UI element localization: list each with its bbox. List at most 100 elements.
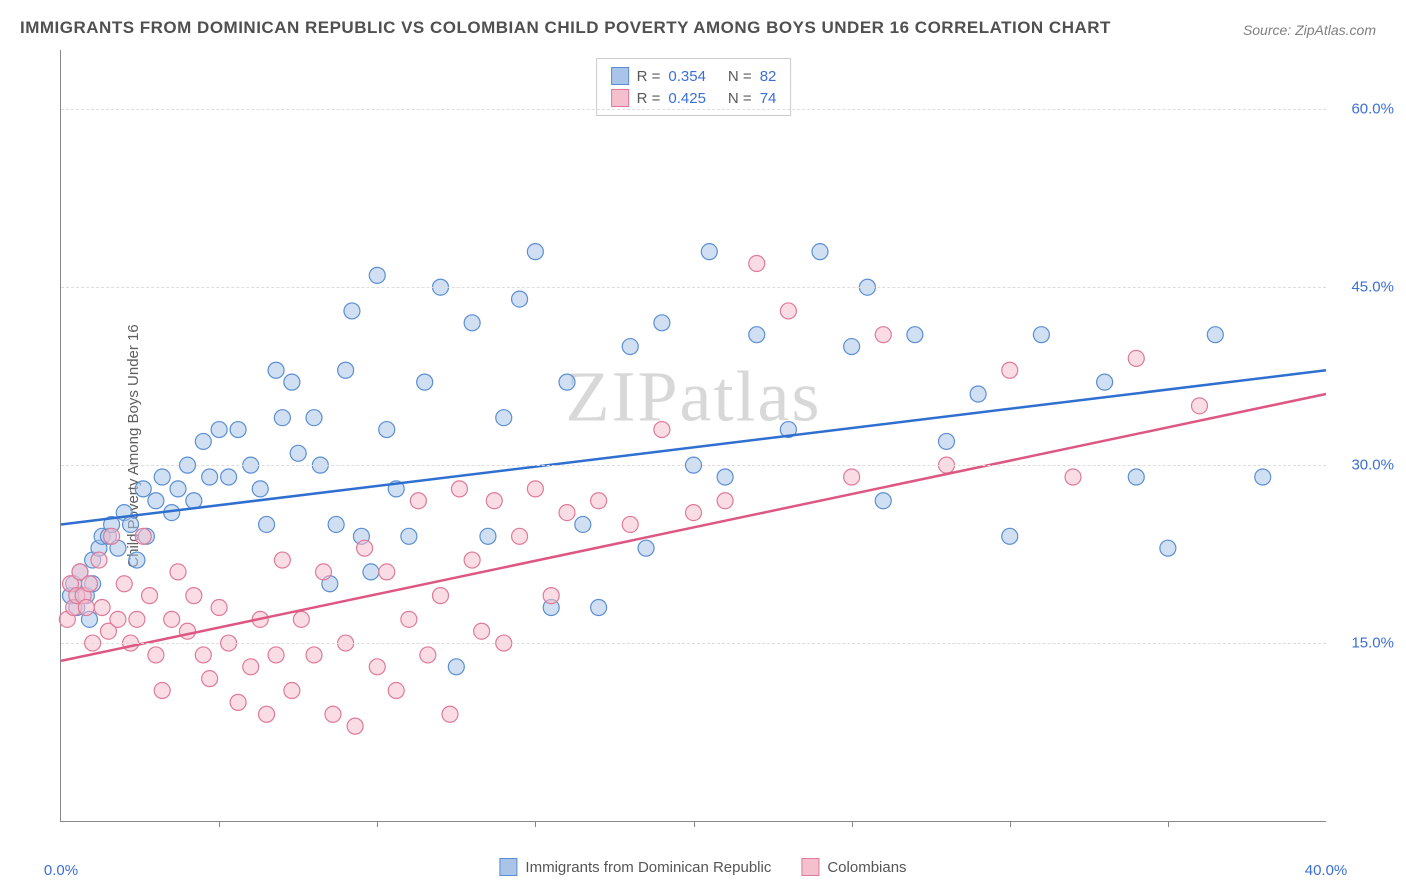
scatter-point <box>812 244 828 260</box>
scatter-point <box>970 386 986 402</box>
scatter-point <box>135 481 151 497</box>
scatter-point <box>306 647 322 663</box>
scatter-point <box>559 374 575 390</box>
scatter-point <box>211 422 227 438</box>
scatter-point <box>1128 350 1144 366</box>
r-value: 0.354 <box>668 68 706 85</box>
scatter-point <box>464 315 480 331</box>
scatter-point <box>81 576 97 592</box>
scatter-point <box>486 493 502 509</box>
scatter-point <box>388 683 404 699</box>
scatter-point <box>939 433 955 449</box>
scatter-point <box>638 540 654 556</box>
scatter-point <box>844 339 860 355</box>
y-tick-label: 15.0% <box>1351 635 1394 652</box>
scatter-point <box>379 422 395 438</box>
scatter-point <box>325 706 341 722</box>
scatter-point <box>154 469 170 485</box>
scatter-point <box>369 267 385 283</box>
r-label: R = <box>637 68 661 85</box>
scatter-point <box>1192 398 1208 414</box>
y-tick-label: 45.0% <box>1351 279 1394 296</box>
scatter-point <box>129 611 145 627</box>
scatter-point <box>496 410 512 426</box>
scatter-svg <box>61 50 1326 821</box>
scatter-point <box>344 303 360 319</box>
legend-stats-row: R = 0.354 N = 82 <box>611 65 777 87</box>
scatter-point <box>211 599 227 615</box>
scatter-point <box>170 481 186 497</box>
scatter-point <box>379 564 395 580</box>
scatter-point <box>202 469 218 485</box>
scatter-point <box>749 327 765 343</box>
y-tick-label: 60.0% <box>1351 101 1394 118</box>
scatter-point <box>116 576 132 592</box>
legend-item: Colombians <box>801 858 906 876</box>
scatter-point <box>369 659 385 675</box>
scatter-point <box>259 516 275 532</box>
scatter-point <box>1002 528 1018 544</box>
scatter-point <box>433 588 449 604</box>
scatter-point <box>284 374 300 390</box>
scatter-point <box>180 623 196 639</box>
x-tick-label: 40.0% <box>1305 862 1348 879</box>
scatter-point <box>442 706 458 722</box>
scatter-point <box>591 599 607 615</box>
scatter-point <box>474 623 490 639</box>
scatter-point <box>401 528 417 544</box>
scatter-point <box>91 552 107 568</box>
scatter-point <box>202 671 218 687</box>
scatter-point <box>575 516 591 532</box>
scatter-point <box>780 303 796 319</box>
scatter-point <box>417 374 433 390</box>
chart-title: IMMIGRANTS FROM DOMINICAN REPUBLIC VS CO… <box>20 18 1111 38</box>
chart-container: IMMIGRANTS FROM DOMINICAN REPUBLIC VS CO… <box>0 0 1406 892</box>
scatter-point <box>1002 362 1018 378</box>
n-value: 74 <box>760 90 777 107</box>
scatter-point <box>527 481 543 497</box>
trend-line <box>61 370 1326 524</box>
legend-series: Immigrants from Dominican Republic Colom… <box>499 858 906 876</box>
scatter-point <box>230 422 246 438</box>
scatter-point <box>230 694 246 710</box>
legend-swatch-icon <box>499 858 517 876</box>
legend-stats-row: R = 0.425 N = 74 <box>611 87 777 109</box>
y-tick-label: 30.0% <box>1351 457 1394 474</box>
scatter-point <box>451 481 467 497</box>
scatter-point <box>654 315 670 331</box>
legend-stats: R = 0.354 N = 82 R = 0.425 N = 74 <box>596 58 792 116</box>
scatter-point <box>559 505 575 521</box>
scatter-point <box>527 244 543 260</box>
trend-line <box>61 394 1326 661</box>
scatter-point <box>129 552 145 568</box>
scatter-point <box>135 528 151 544</box>
scatter-point <box>622 516 638 532</box>
scatter-point <box>686 505 702 521</box>
scatter-point <box>512 291 528 307</box>
scatter-point <box>293 611 309 627</box>
scatter-point <box>186 588 202 604</box>
n-label: N = <box>728 68 752 85</box>
scatter-point <box>94 599 110 615</box>
n-value: 82 <box>760 68 777 85</box>
scatter-point <box>221 469 237 485</box>
scatter-point <box>1033 327 1049 343</box>
scatter-point <box>749 256 765 272</box>
scatter-point <box>290 445 306 461</box>
legend-swatch-icon <box>801 858 819 876</box>
scatter-point <box>420 647 436 663</box>
scatter-point <box>448 659 464 675</box>
scatter-point <box>123 516 139 532</box>
r-label: R = <box>637 90 661 107</box>
scatter-point <box>195 433 211 449</box>
x-tick-label: 0.0% <box>44 862 78 879</box>
scatter-point <box>410 493 426 509</box>
scatter-point <box>363 564 379 580</box>
r-value: 0.425 <box>668 90 706 107</box>
scatter-point <box>259 706 275 722</box>
scatter-point <box>907 327 923 343</box>
scatter-point <box>315 564 331 580</box>
scatter-point <box>268 647 284 663</box>
legend-swatch-icon <box>611 89 629 107</box>
scatter-point <box>875 327 891 343</box>
